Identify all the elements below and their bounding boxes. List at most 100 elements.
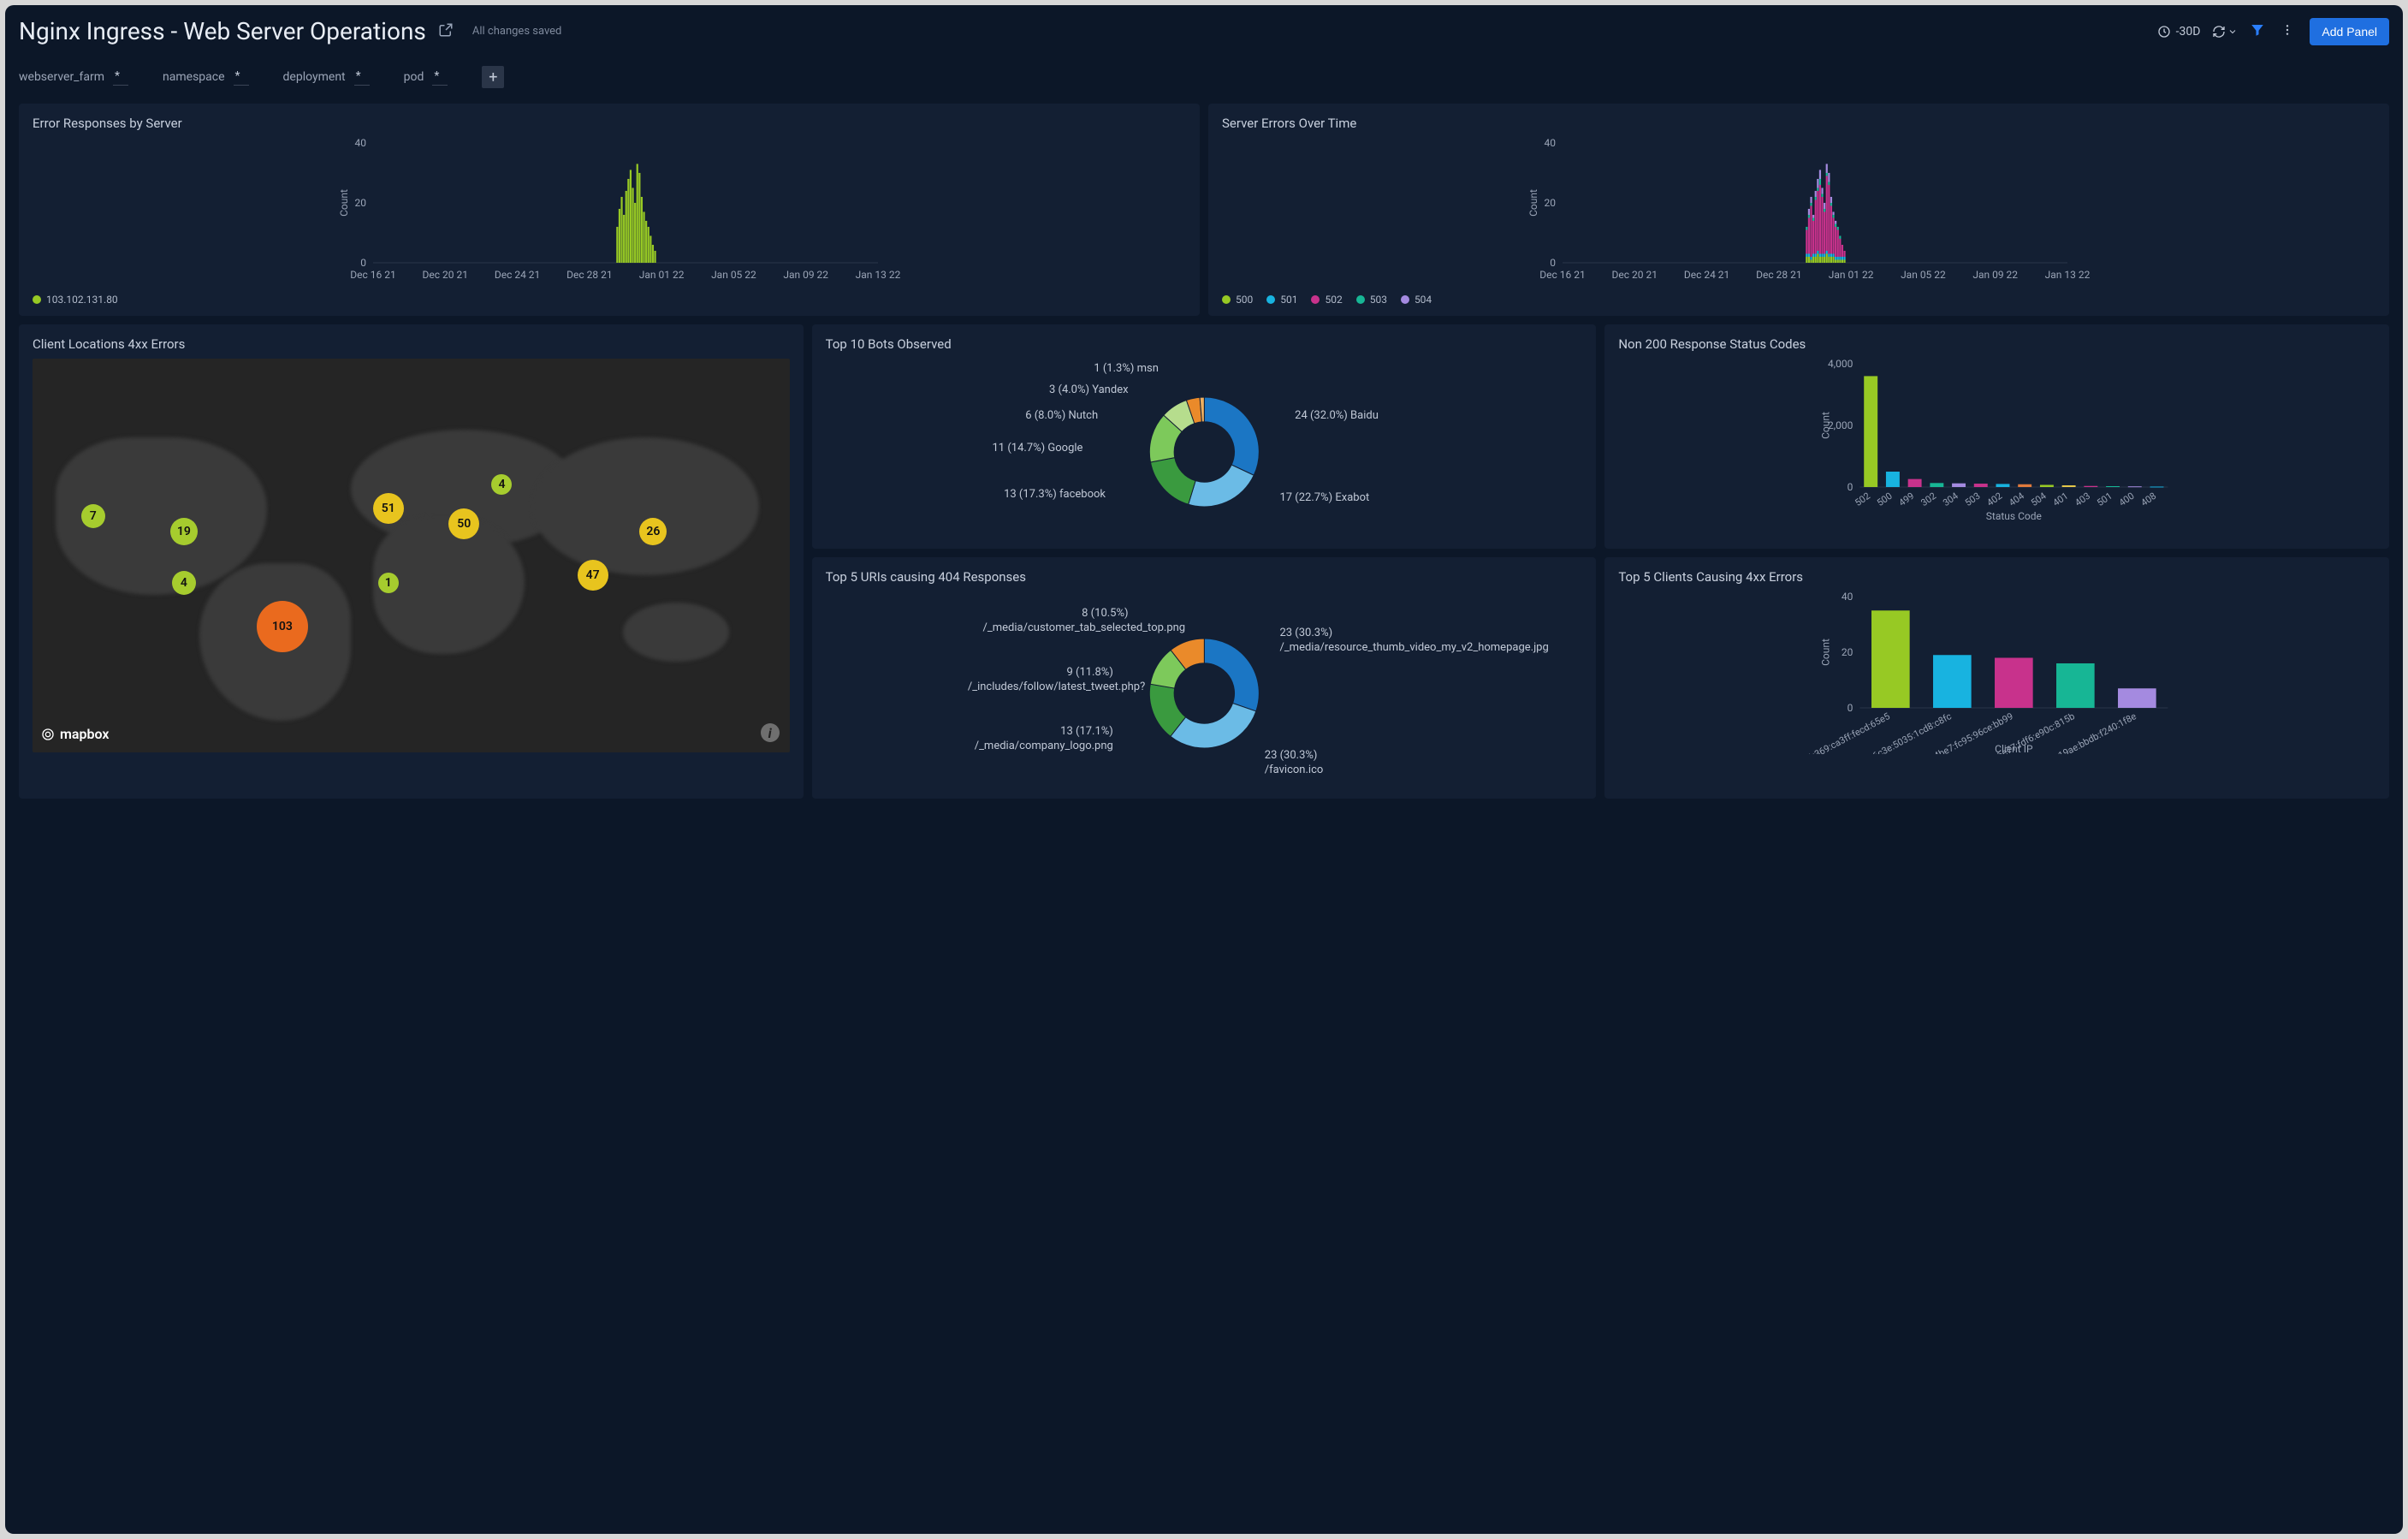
filter-value: * xyxy=(113,69,128,86)
svg-text:Count: Count xyxy=(1820,639,1832,666)
donut-slice-label: 13 (17.1%) /_media/company_logo.png xyxy=(975,725,1113,754)
svg-text:408: 408 xyxy=(2139,490,2159,508)
panel-title: Top 5 URIs causing 404 Responses xyxy=(826,569,1583,585)
svg-text:500: 500 xyxy=(1875,490,1895,508)
svg-text:Dec 16 21: Dec 16 21 xyxy=(1539,269,1585,281)
filter-label: pod xyxy=(404,70,424,84)
svg-text:502: 502 xyxy=(1853,490,1873,508)
stacked-timeseries-chart[interactable]: 02040Dec 16 21Dec 20 21Dec 24 21Dec 28 2… xyxy=(1222,138,2375,287)
donut-slice-label: 1 (1.3%) msn xyxy=(1094,362,1159,377)
filter-label: namespace xyxy=(163,70,225,84)
chevron-down-icon xyxy=(2227,27,2238,37)
legend-item[interactable]: 500 xyxy=(1222,294,1253,306)
refresh-control[interactable] xyxy=(2212,25,2238,39)
map-bubble[interactable]: 1 xyxy=(378,573,399,593)
donut-slice-label: 11 (14.7%) Google xyxy=(993,442,1083,456)
donut-slice-label: 23 (30.3%) /_media/resource_thumb_video_… xyxy=(1279,627,1425,656)
legend-item[interactable]: 502 xyxy=(1311,294,1342,306)
donut-slice-label: 6 (8.0%) Nutch xyxy=(1025,409,1098,424)
more-menu-icon[interactable] xyxy=(2277,23,2298,40)
donut-slice-label: 23 (30.3%) /favicon.ico xyxy=(1265,749,1324,778)
svg-text:Jan 13 22: Jan 13 22 xyxy=(2045,269,2091,281)
donut-chart[interactable]: 23 (30.3%) /_media/resource_thumb_video_… xyxy=(826,591,1583,788)
dashboard-app: Nginx Ingress - Web Server Operations Al… xyxy=(5,5,2403,1534)
svg-text:Dec 28 21: Dec 28 21 xyxy=(566,269,612,281)
filter-namespace[interactable]: namespace * xyxy=(163,69,249,86)
filter-deployment[interactable]: deployment * xyxy=(283,69,370,86)
map-attribution: mapbox xyxy=(41,726,109,742)
svg-text:Dec 28 21: Dec 28 21 xyxy=(1756,269,1801,281)
bar-chart[interactable]: 02,0004,000Count502500499302304503402404… xyxy=(1618,359,2375,525)
header: Nginx Ingress - Web Server Operations Al… xyxy=(19,17,2389,45)
svg-text:Jan 09 22: Jan 09 22 xyxy=(1972,269,2018,281)
panel-clients-bar: Top 5 Clients Causing 4xx Errors 02040Co… xyxy=(1604,557,2389,799)
legend-item[interactable]: 504 xyxy=(1401,294,1432,306)
map-bubble[interactable]: 7 xyxy=(81,504,105,528)
svg-text:504: 504 xyxy=(2029,490,2049,508)
time-range-value: -30D xyxy=(2176,25,2201,39)
panel-title: Server Errors Over Time xyxy=(1222,116,2375,131)
svg-text:2,000: 2,000 xyxy=(1828,419,1853,431)
legend-item[interactable]: 103.102.131.80 xyxy=(33,294,118,306)
donut-slice-label: 13 (17.3%) facebook xyxy=(1004,488,1106,502)
map-bubble[interactable]: 103 xyxy=(257,601,308,652)
svg-text:402: 402 xyxy=(1985,490,2005,508)
svg-text:ee0:41c1:369:ca3ff:fecd:65e5: ee0:41c1:369:ca3ff:fecd:65e5 xyxy=(1777,710,1893,754)
svg-text:Jan 13 22: Jan 13 22 xyxy=(856,269,901,281)
panel-title: Client Locations 4xx Errors xyxy=(33,336,790,352)
filter-value: * xyxy=(432,69,448,86)
svg-text:20: 20 xyxy=(1842,646,1853,658)
svg-text:Count: Count xyxy=(338,189,350,217)
map-bubble[interactable]: 4 xyxy=(172,571,196,595)
clock-icon xyxy=(2157,25,2171,39)
svg-text:20: 20 xyxy=(1545,197,1557,209)
filter-value: * xyxy=(354,69,370,86)
svg-text:4,000: 4,000 xyxy=(1828,359,1853,370)
donut-chart[interactable]: 24 (32.0%) Baidu17 (22.7%) Exabot13 (17.… xyxy=(826,359,1583,538)
svg-text:40: 40 xyxy=(1545,138,1557,149)
add-filter-button[interactable]: + xyxy=(482,66,504,88)
legend: 500 501 502 503 504 xyxy=(1222,294,2375,306)
svg-text:40: 40 xyxy=(1842,591,1853,603)
panel-uris-donut: Top 5 URIs causing 404 Responses 23 (30.… xyxy=(812,557,1597,799)
svg-text:Dec 20 21: Dec 20 21 xyxy=(423,269,468,281)
map-canvas[interactable]: mapbox i 71941035150414726 xyxy=(33,359,790,752)
donut-slice-label: 17 (22.7%) Exabot xyxy=(1279,491,1369,506)
filter-webserver_farm[interactable]: webserver_farm * xyxy=(19,69,128,86)
map-bubble[interactable]: 51 xyxy=(373,493,404,524)
svg-text:40: 40 xyxy=(355,138,367,149)
svg-text:Jan 01 22: Jan 01 22 xyxy=(639,269,685,281)
add-panel-button[interactable]: Add Panel xyxy=(2310,18,2389,45)
svg-text:Count: Count xyxy=(1527,189,1539,217)
filter-label: deployment xyxy=(283,70,346,84)
filter-pod[interactable]: pod * xyxy=(404,69,448,86)
panel-title: Top 5 Clients Causing 4xx Errors xyxy=(1618,569,2375,585)
filter-value: * xyxy=(234,69,249,86)
map-info-icon[interactable]: i xyxy=(761,723,780,742)
svg-text:Dec 24 21: Dec 24 21 xyxy=(495,269,540,281)
legend: 103.102.131.80 xyxy=(33,294,1186,306)
svg-text:404: 404 xyxy=(2008,490,2027,508)
save-status: All changes saved xyxy=(472,25,562,38)
donut-slice-label: 9 (11.8%) /_includes/follow/latest_tweet… xyxy=(968,666,1113,695)
svg-text:Jan 05 22: Jan 05 22 xyxy=(711,269,756,281)
bar-chart[interactable]: 02040Countee0:41c1:369:ca3ff:fecd:65e524… xyxy=(1618,591,2375,758)
filter-icon[interactable] xyxy=(2250,22,2265,41)
header-actions: -30D Add Panel xyxy=(2157,18,2389,45)
legend-item[interactable]: 501 xyxy=(1266,294,1297,306)
share-icon[interactable] xyxy=(438,22,454,41)
svg-text:0: 0 xyxy=(360,257,366,269)
svg-text:400: 400 xyxy=(2117,490,2137,508)
map-bubble[interactable]: 47 xyxy=(578,560,608,591)
mapbox-icon xyxy=(41,728,55,741)
timeseries-chart[interactable]: 02040Dec 16 21Dec 20 21Dec 24 21Dec 28 2… xyxy=(33,138,1186,287)
svg-text:Jan 01 22: Jan 01 22 xyxy=(1829,269,1874,281)
svg-text:403: 403 xyxy=(2073,490,2093,508)
time-range-picker[interactable]: -30D xyxy=(2157,25,2201,39)
filter-label: webserver_farm xyxy=(19,70,104,84)
svg-text:304: 304 xyxy=(1941,490,1960,508)
svg-text:Dec 20 21: Dec 20 21 xyxy=(1612,269,1658,281)
svg-text:20: 20 xyxy=(355,197,367,209)
legend-item[interactable]: 503 xyxy=(1356,294,1387,306)
panel-errors-over-time: Server Errors Over Time 02040Dec 16 21De… xyxy=(1208,104,2389,316)
